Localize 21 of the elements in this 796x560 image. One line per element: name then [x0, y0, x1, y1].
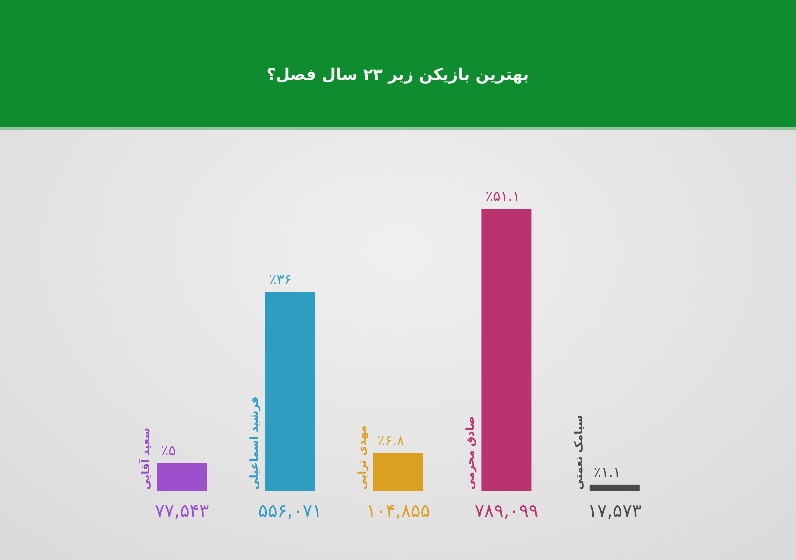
- chart-title: بهترین بازیکن زیر ۲۳ سال فصل؟: [266, 65, 530, 84]
- x-tick-label: مهدی ترابی: [356, 426, 369, 490]
- bar: [374, 453, 424, 491]
- x-tick-label: صادق محرمی: [464, 416, 478, 490]
- bar: [265, 292, 316, 491]
- x-tick-label: سعید آقایی: [138, 428, 153, 490]
- x-tick-label: سیامک نعمتی: [572, 415, 586, 490]
- text: ۱۷,۵۷۳: [588, 501, 642, 522]
- data-label: ٪۱.۱: [594, 464, 621, 481]
- text: ۵۵۶,۰۷۱: [258, 501, 322, 522]
- bar: [157, 463, 208, 491]
- data-label: ٪۵۱.۱: [486, 189, 520, 205]
- data-label: ٪۵: [161, 443, 176, 460]
- text: ۷۸۹,۰۹۹: [474, 501, 539, 522]
- text: ۱۰۴,۸۵۵: [366, 501, 430, 522]
- bar: [590, 484, 640, 491]
- x-tick-label: فرشید اسماعیلی: [248, 396, 261, 490]
- data-label: ٪۳۶: [269, 272, 292, 288]
- bar: [482, 209, 532, 491]
- data-label: ٪۶.۸: [378, 433, 405, 450]
- text: ۷۷,۵۴۳: [155, 501, 210, 522]
